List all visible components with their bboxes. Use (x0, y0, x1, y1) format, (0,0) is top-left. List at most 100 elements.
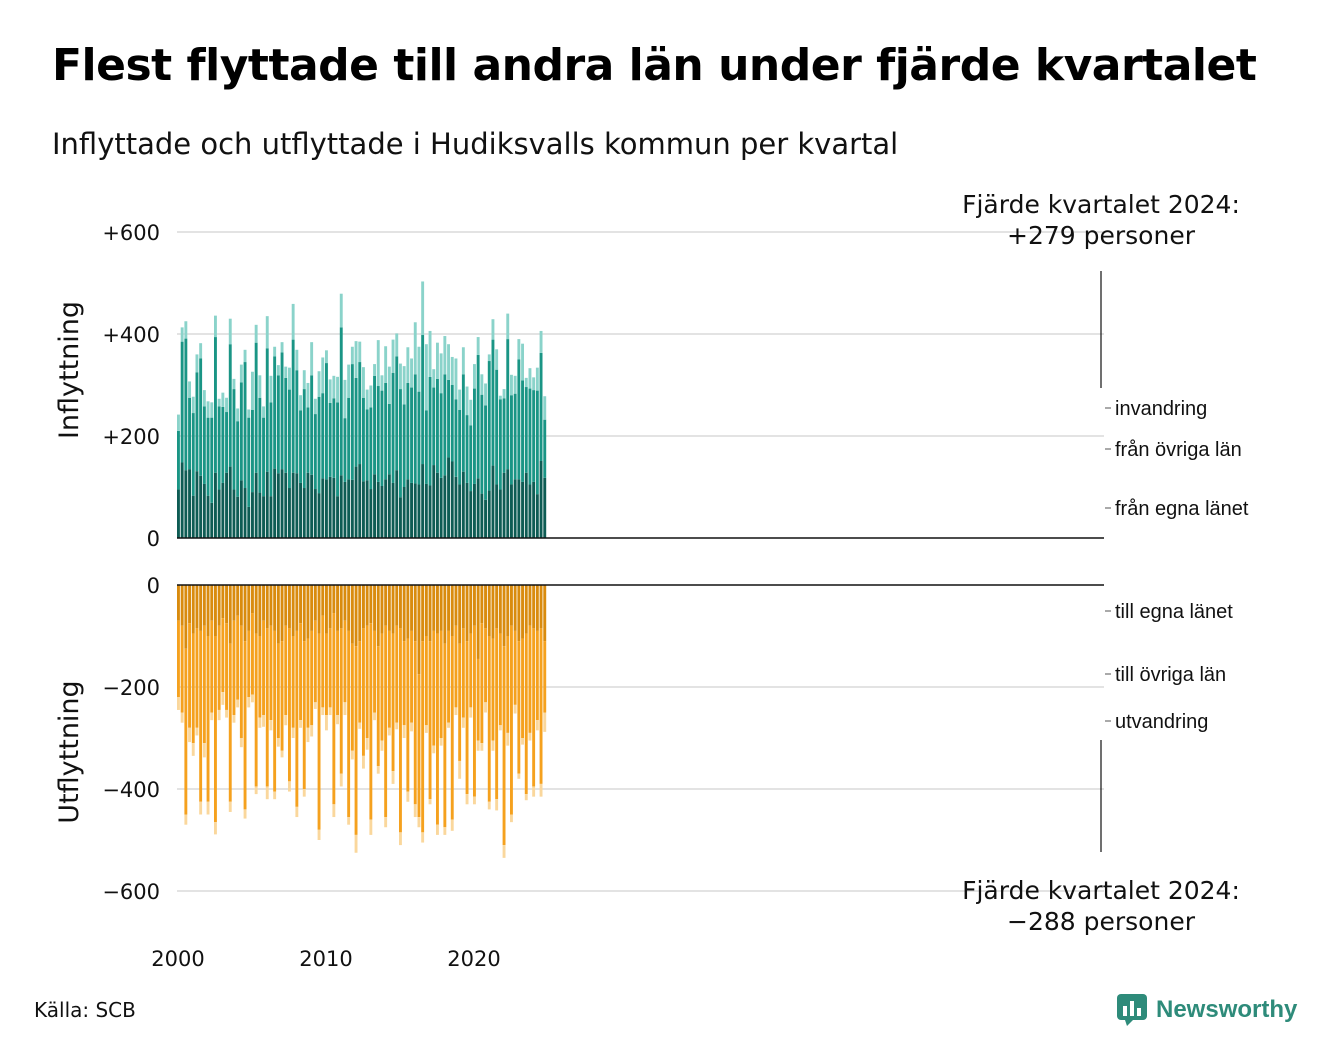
bar-out-0 (239, 585, 243, 626)
bar-out-1 (535, 630, 539, 721)
bar-out-0 (339, 585, 343, 629)
series-label: till egna länet (1115, 601, 1233, 623)
bar-out-2 (343, 702, 347, 716)
bar-in-1 (480, 394, 484, 494)
bar-in-0 (310, 474, 314, 538)
bar-in-0 (498, 489, 502, 538)
bar-in-1 (225, 412, 228, 473)
bar-in-2 (299, 395, 302, 411)
bar-out-2 (328, 707, 332, 716)
bar-in-1 (428, 376, 432, 486)
bar-out-2 (543, 712, 547, 732)
bar-in-2 (195, 354, 199, 373)
bar-out-1 (528, 625, 532, 733)
bar-in-0 (265, 471, 269, 538)
bar-in-0 (336, 496, 339, 538)
bar-in-2 (247, 409, 251, 418)
bar-in-2 (276, 365, 280, 376)
bar-in-1 (539, 352, 543, 461)
bar-out-1 (465, 641, 469, 795)
bar-out-0 (350, 585, 354, 644)
bar-in-2 (325, 350, 328, 364)
bar-in-1 (199, 358, 203, 476)
bar-out-1 (539, 628, 543, 784)
bar-out-0 (498, 585, 502, 634)
bar-out-1 (276, 643, 280, 738)
bar-in-1 (402, 404, 406, 487)
bar-out-2 (391, 771, 395, 784)
bar-out-0 (402, 585, 406, 642)
bar-in-1 (395, 356, 399, 471)
bar-out-0 (535, 585, 539, 631)
bar-in-1 (384, 382, 388, 480)
bar-in-1 (373, 375, 376, 475)
bar-in-1 (288, 389, 291, 489)
bar-out-2 (413, 804, 417, 818)
bar-out-0 (439, 585, 443, 631)
bar-in-1 (535, 390, 539, 495)
bar-out-1 (406, 638, 410, 792)
bar-in-0 (236, 496, 240, 538)
bar-out-0 (491, 585, 495, 639)
bar-out-1 (391, 633, 395, 772)
bar-out-0 (328, 585, 332, 629)
bar-out-1 (513, 630, 517, 705)
annotation-text: Fjärde kvartalet 2024: (962, 190, 1240, 219)
source-note: Källa: SCB (34, 998, 136, 1022)
bar-out-2 (432, 745, 436, 754)
bar-in-0 (450, 461, 454, 538)
bar-out-0 (528, 585, 532, 626)
bar-in-1 (262, 417, 265, 497)
bar-out-2 (510, 814, 513, 823)
bar-out-2 (454, 707, 458, 716)
bar-in-1 (447, 379, 450, 458)
bar-out-1 (236, 615, 240, 700)
bar-in-1 (461, 374, 465, 472)
bar-out-1 (521, 638, 524, 738)
bar-in-2 (288, 367, 291, 390)
bar-out-1 (432, 630, 436, 746)
bar-in-0 (217, 489, 221, 538)
bar-out-0 (291, 585, 295, 636)
bar-in-0 (206, 495, 210, 538)
bar-out-2 (295, 806, 299, 818)
bar-in-2 (206, 401, 210, 418)
bar-in-2 (406, 347, 410, 383)
bar-out-0 (406, 585, 410, 639)
bar-out-1 (502, 646, 506, 846)
bar-out-1 (217, 625, 221, 710)
bar-out-2 (410, 722, 413, 732)
bar-out-1 (387, 630, 391, 728)
bar-out-1 (532, 628, 536, 787)
bar-out-0 (476, 585, 480, 659)
bar-out-0 (313, 585, 317, 621)
bar-out-2 (251, 694, 254, 703)
bar-out-0 (391, 585, 395, 634)
bar-in-1 (310, 375, 314, 475)
bar-in-1 (177, 430, 180, 490)
bar-out-0 (369, 585, 373, 624)
bar-out-1 (184, 648, 188, 815)
bar-in-0 (288, 488, 291, 538)
series-label: till övriga län (1115, 664, 1226, 686)
bar-in-2 (461, 347, 465, 375)
bar-in-0 (458, 484, 462, 538)
bar-in-1 (247, 417, 251, 507)
bar-out-0 (221, 585, 225, 619)
bar-out-0 (399, 585, 402, 629)
bar-in-0 (365, 480, 369, 538)
bar-out-1 (458, 643, 462, 761)
bar-out-0 (347, 585, 351, 631)
bar-in-0 (376, 481, 380, 538)
x-tick-label: 2020 (447, 947, 500, 971)
newsworthy-logo[interactable]: Newsworthy (1117, 994, 1297, 1026)
bar-out-0 (410, 585, 413, 631)
bar-out-0 (387, 585, 391, 631)
bar-out-2 (273, 791, 277, 800)
bar-in-1 (406, 382, 410, 480)
bar-out-1 (239, 625, 243, 738)
bar-in-2 (202, 390, 206, 407)
bar-out-0 (424, 585, 428, 636)
bar-out-0 (214, 585, 217, 636)
bar-in-1 (313, 414, 317, 490)
